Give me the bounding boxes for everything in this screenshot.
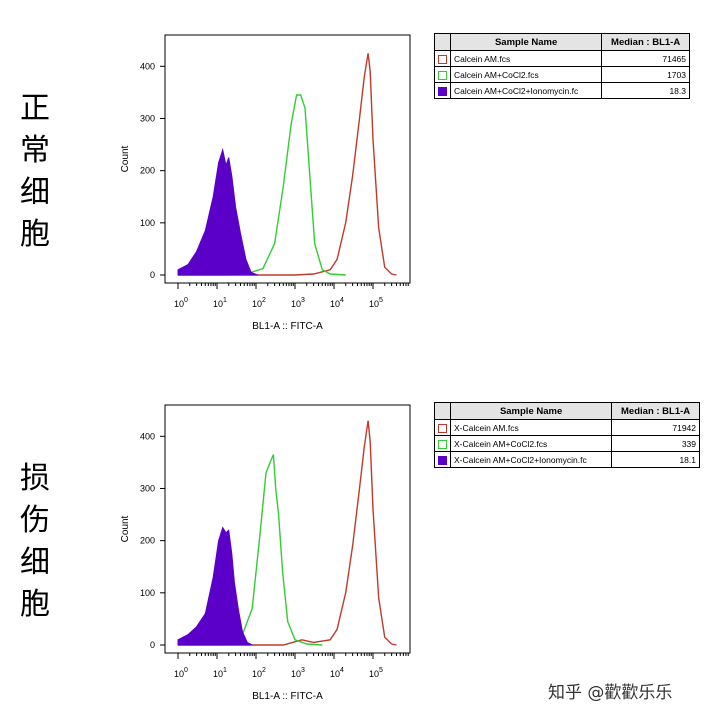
series-2-area xyxy=(177,526,253,646)
y-tick-label: 0 xyxy=(150,270,155,280)
x-tick-label: 100 xyxy=(174,297,188,309)
x-tick-label: 102 xyxy=(252,667,266,679)
legend-swatch xyxy=(438,439,447,449)
y-tick-label: 400 xyxy=(140,431,155,441)
series-0-line xyxy=(178,420,397,646)
series-2-area xyxy=(177,147,258,276)
x-tick-label: 103 xyxy=(291,667,305,679)
y-axis-label: Count xyxy=(120,515,131,542)
y-tick-label: 0 xyxy=(150,640,155,650)
legend-swatch-header xyxy=(434,402,451,420)
plot-frame xyxy=(164,34,411,284)
y-tick-label: 300 xyxy=(140,483,155,493)
y-tick-label: 100 xyxy=(140,588,155,598)
x-tick-label: 103 xyxy=(291,297,305,309)
legend-sample-name: X-Calcein AM+CoCl2+Ionomycin.fc xyxy=(449,451,613,468)
x-axis-label: BL1-A :: FITC-A xyxy=(252,321,323,332)
legend-row: Calcein AM.fcs 71465 xyxy=(434,50,690,67)
legend-table-bottom: Sample Name Median : BL1-A X-Calcein AM.… xyxy=(434,402,700,468)
x-tick-label: 105 xyxy=(369,667,383,679)
x-tick-label: 105 xyxy=(369,297,383,309)
legend-median-value: 1703 xyxy=(601,66,690,83)
y-tick-label: 400 xyxy=(140,61,155,71)
x-tick-label: 104 xyxy=(330,667,344,679)
legend-swatch xyxy=(438,455,447,465)
legend-sample-name: Calcein AM+CoCl2.fcs xyxy=(449,66,603,83)
y-tick-label: 100 xyxy=(140,218,155,228)
legend-median-value: 339 xyxy=(611,435,700,452)
legend-table-top: Sample Name Median : BL1-A Calcein AM.fc… xyxy=(434,33,690,99)
legend-median-value: 18.1 xyxy=(611,451,700,468)
series-1-line xyxy=(178,94,346,276)
top-panel-label: 正 常 细 胞 xyxy=(20,91,50,252)
x-tick-label: 101 xyxy=(213,667,227,679)
bottom-panel-label: 损 伤 细 胞 xyxy=(20,461,50,622)
legend-swatch xyxy=(438,86,447,96)
legend-row: Calcein AM+CoCl2.fcs 1703 xyxy=(434,66,690,83)
y-tick-label: 200 xyxy=(140,536,155,546)
legend-sample-name: X-Calcein AM.fcs xyxy=(449,419,613,436)
legend-sample-name: X-Calcein AM+CoCl2.fcs xyxy=(449,435,613,452)
legend-sample-name: Calcein AM.fcs xyxy=(449,50,603,67)
legend-swatch xyxy=(438,423,447,433)
plot-frame xyxy=(164,404,411,654)
watermark: 知乎 @歡歡乐乐 xyxy=(548,683,673,703)
x-axis-label: BL1-A :: FITC-A xyxy=(252,691,323,702)
legend-swatch xyxy=(438,70,447,80)
series-1-line xyxy=(178,454,323,646)
legend-median-value: 71942 xyxy=(611,419,700,436)
x-tick-label: 100 xyxy=(174,667,188,679)
legend-median-value: 18.3 xyxy=(601,82,690,99)
legend-median-header: Median : BL1-A xyxy=(611,402,700,420)
x-tick-label: 104 xyxy=(330,297,344,309)
series-0-line xyxy=(178,53,397,276)
legend-swatch-header xyxy=(434,33,451,51)
y-axis-label: Count xyxy=(120,145,131,172)
legend-median-value: 71465 xyxy=(601,50,690,67)
legend-row: X-Calcein AM+CoCl2+Ionomycin.fc 18.1 xyxy=(434,451,700,468)
y-tick-label: 300 xyxy=(140,113,155,123)
legend-sample-name: Calcein AM+CoCl2+Ionomycin.fc xyxy=(449,82,603,99)
legend-row: X-Calcein AM+CoCl2.fcs 339 xyxy=(434,435,700,452)
legend-median-header: Median : BL1-A xyxy=(601,33,690,51)
legend-row: X-Calcein AM.fcs 71942 xyxy=(434,419,700,436)
x-tick-label: 101 xyxy=(213,297,227,309)
legend-sample-header: Sample Name xyxy=(449,402,613,420)
legend-swatch xyxy=(438,54,447,64)
x-tick-label: 102 xyxy=(252,297,266,309)
legend-row: Calcein AM+CoCl2+Ionomycin.fc 18.3 xyxy=(434,82,690,99)
y-tick-label: 200 xyxy=(140,166,155,176)
legend-sample-header: Sample Name xyxy=(449,33,603,51)
